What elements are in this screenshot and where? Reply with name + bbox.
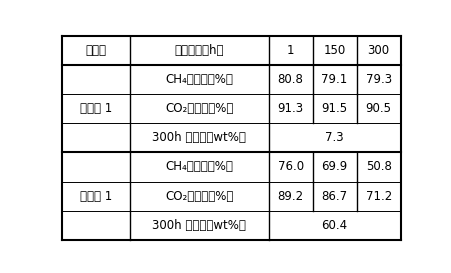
Text: 150: 150: [323, 44, 346, 57]
Text: 89.2: 89.2: [277, 190, 304, 203]
Text: 300: 300: [368, 44, 390, 57]
Text: 反应时间（h）: 反应时间（h）: [175, 44, 224, 57]
Text: 91.3: 91.3: [277, 102, 304, 115]
Text: CO₂转化率（%）: CO₂转化率（%）: [165, 102, 234, 115]
Text: CH₄转化率（%）: CH₄转化率（%）: [165, 73, 233, 86]
Text: 对比例 1: 对比例 1: [80, 190, 112, 203]
Text: 91.5: 91.5: [322, 102, 348, 115]
Text: 71.2: 71.2: [365, 190, 392, 203]
Text: 1: 1: [287, 44, 295, 57]
Text: 69.9: 69.9: [322, 161, 348, 174]
Text: 76.0: 76.0: [277, 161, 304, 174]
Text: 300h 积碳量（wt%）: 300h 积碳量（wt%）: [152, 131, 246, 144]
Text: 79.1: 79.1: [322, 73, 348, 86]
Text: CO₂转化率（%）: CO₂转化率（%）: [165, 190, 234, 203]
Text: 79.3: 79.3: [366, 73, 392, 86]
Text: 60.4: 60.4: [322, 219, 348, 232]
Text: CH₄转化率（%）: CH₄转化率（%）: [165, 161, 233, 174]
Text: 86.7: 86.7: [322, 190, 348, 203]
Text: 50.8: 50.8: [366, 161, 391, 174]
Text: 实施例 1: 实施例 1: [80, 102, 112, 115]
Text: 90.5: 90.5: [366, 102, 391, 115]
Text: 300h 积碳量（wt%）: 300h 积碳量（wt%）: [152, 219, 246, 232]
Text: 7.3: 7.3: [325, 131, 344, 144]
Text: 80.8: 80.8: [278, 73, 304, 86]
Text: 催化剂: 催化剂: [85, 44, 106, 57]
